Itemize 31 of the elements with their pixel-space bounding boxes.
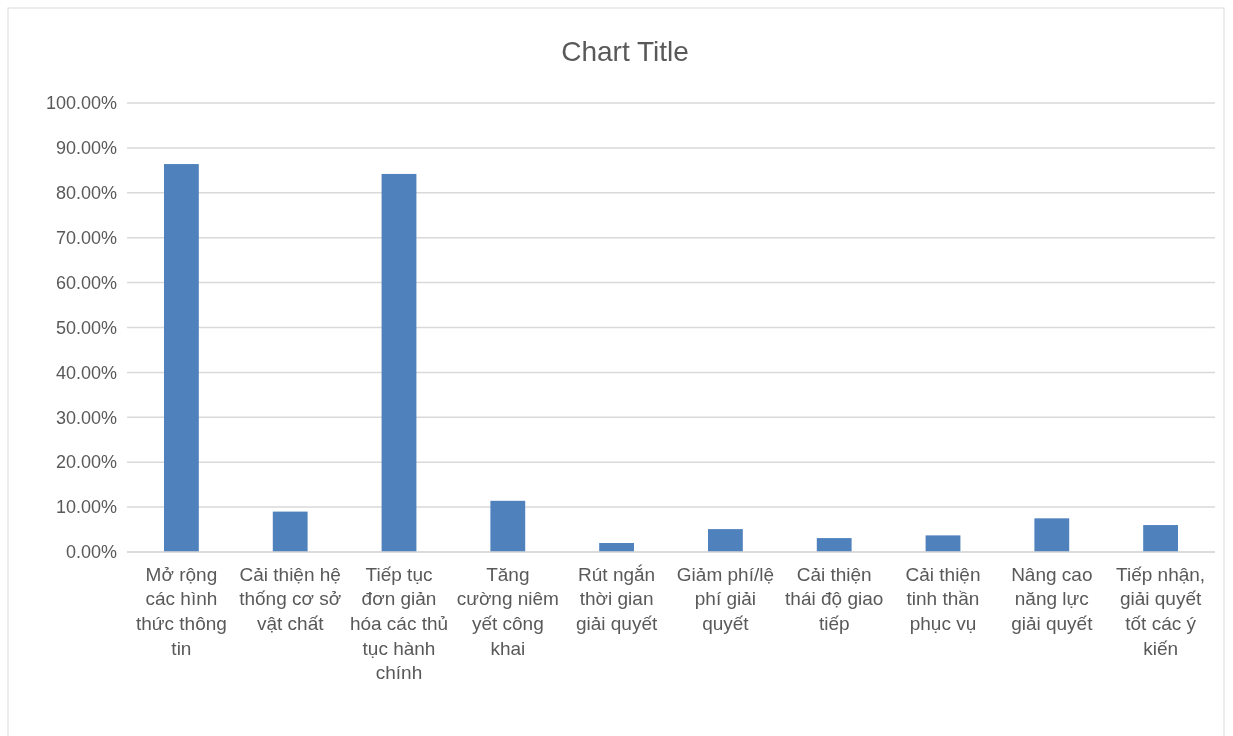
bar xyxy=(163,164,199,552)
x-tick-label: Tiếp nhận, giải quyết tốt các ý kiến xyxy=(1116,563,1206,659)
bar xyxy=(816,538,852,552)
x-tick-label: Nâng cao năng lực giải quyết xyxy=(1011,563,1094,634)
x-tick-label: Rút ngắn thời gian giải quyết xyxy=(575,563,658,634)
x-tick-label: Giảm phí/lệ phí giải quyết xyxy=(676,563,774,634)
bar xyxy=(925,535,961,552)
x-tick-label: Tiếp tục đơn giản hóa các thủ tục hành chính xyxy=(349,563,449,684)
bar xyxy=(1034,518,1070,552)
x-tick-label: Cải thiện thái độ giao tiếp xyxy=(785,563,884,634)
y-tick-label: 70.00% xyxy=(55,227,117,248)
y-tick-label: 40.00% xyxy=(55,362,117,383)
bar xyxy=(707,529,743,552)
bar xyxy=(272,511,308,552)
bar xyxy=(490,500,526,552)
bar xyxy=(381,173,417,552)
y-tick-label: 20.00% xyxy=(55,452,117,473)
x-tick-label: Cải thiện tinh thần phục vụ xyxy=(905,563,981,634)
x-tick-label: Mở rộng các hình thức thông tin xyxy=(135,563,227,659)
x-tick-label: Tăng cường niêm yết công khai xyxy=(456,563,559,659)
y-tick-label: 60.00% xyxy=(55,272,117,293)
y-tick-label: 100.00% xyxy=(45,93,117,114)
y-tick-label: 90.00% xyxy=(55,138,117,159)
x-tick-label: Cải thiện hệ thống cơ sở vật chất xyxy=(239,563,342,634)
y-tick-label: 10.00% xyxy=(55,497,117,518)
y-tick-label: 80.00% xyxy=(55,183,117,204)
y-tick-label: 30.00% xyxy=(55,407,117,428)
bar xyxy=(1143,525,1179,552)
y-tick-label: 50.00% xyxy=(55,317,117,338)
y-tick-label: 0.00% xyxy=(65,542,117,563)
chart-title: Chart Title xyxy=(561,36,689,67)
